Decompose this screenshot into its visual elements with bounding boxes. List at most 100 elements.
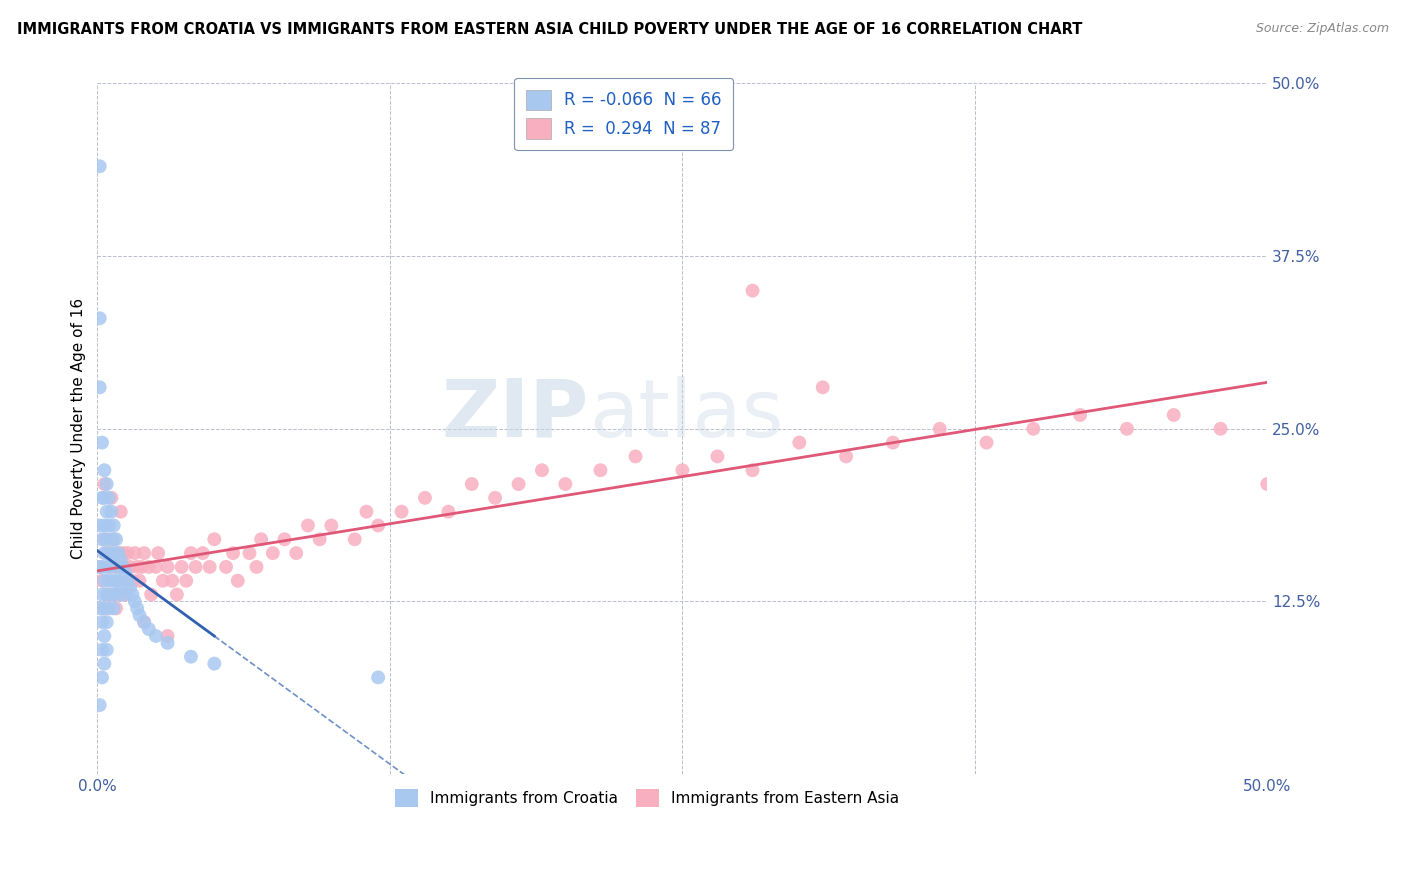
Point xyxy=(811,380,834,394)
Point xyxy=(93,546,115,560)
Point xyxy=(98,491,121,505)
Point xyxy=(91,435,114,450)
Point xyxy=(121,588,143,602)
Point xyxy=(89,311,111,326)
Point xyxy=(91,588,114,602)
Point xyxy=(93,601,115,615)
Point xyxy=(100,505,122,519)
Point xyxy=(437,505,460,519)
Point xyxy=(160,574,183,588)
Point xyxy=(484,491,506,505)
Point xyxy=(285,546,308,560)
Point xyxy=(245,560,267,574)
Point xyxy=(98,574,121,588)
Point xyxy=(114,560,136,574)
Point xyxy=(103,601,125,615)
Point xyxy=(134,546,156,560)
Point xyxy=(202,657,225,671)
Point xyxy=(882,435,904,450)
Point xyxy=(273,533,295,547)
Point xyxy=(114,566,136,581)
Point xyxy=(110,560,132,574)
Point xyxy=(156,636,179,650)
Point xyxy=(105,560,128,574)
Point xyxy=(103,588,125,602)
Text: atlas: atlas xyxy=(589,376,783,454)
Point xyxy=(156,560,179,574)
Point xyxy=(96,615,118,630)
Point xyxy=(91,533,114,547)
Point xyxy=(589,463,612,477)
Point xyxy=(110,505,132,519)
Point xyxy=(103,546,125,560)
Point xyxy=(89,380,111,394)
Point xyxy=(105,533,128,547)
Point xyxy=(93,518,115,533)
Point xyxy=(117,546,139,560)
Point xyxy=(789,435,811,450)
Point xyxy=(93,491,115,505)
Point xyxy=(343,533,366,547)
Point xyxy=(1116,422,1139,436)
Point xyxy=(93,463,115,477)
Point xyxy=(91,670,114,684)
Point xyxy=(461,477,484,491)
Point xyxy=(100,546,122,560)
Point xyxy=(184,560,207,574)
Point xyxy=(124,546,146,560)
Point xyxy=(202,533,225,547)
Point xyxy=(250,533,273,547)
Point xyxy=(93,477,115,491)
Point xyxy=(148,546,170,560)
Point xyxy=(215,560,238,574)
Point xyxy=(174,574,197,588)
Point xyxy=(131,560,153,574)
Point xyxy=(105,560,128,574)
Point xyxy=(112,588,135,602)
Point xyxy=(96,477,118,491)
Point xyxy=(91,491,114,505)
Point xyxy=(91,560,114,574)
Point xyxy=(741,463,763,477)
Point xyxy=(152,574,174,588)
Point xyxy=(98,601,121,615)
Point xyxy=(91,642,114,657)
Point xyxy=(110,588,132,602)
Point xyxy=(321,518,343,533)
Point xyxy=(100,588,122,602)
Point xyxy=(166,588,188,602)
Point xyxy=(98,588,121,602)
Point xyxy=(96,505,118,519)
Point xyxy=(100,491,122,505)
Point xyxy=(145,560,167,574)
Point xyxy=(141,588,163,602)
Point xyxy=(89,560,111,574)
Point xyxy=(103,518,125,533)
Point xyxy=(98,546,121,560)
Point xyxy=(1163,408,1185,422)
Point xyxy=(124,594,146,608)
Point xyxy=(741,284,763,298)
Point xyxy=(1256,477,1278,491)
Point xyxy=(127,560,149,574)
Point xyxy=(93,629,115,643)
Point xyxy=(117,574,139,588)
Point xyxy=(96,546,118,560)
Point xyxy=(120,581,142,595)
Point xyxy=(391,505,413,519)
Legend: Immigrants from Croatia, Immigrants from Eastern Asia: Immigrants from Croatia, Immigrants from… xyxy=(387,780,907,814)
Point xyxy=(89,159,111,173)
Point xyxy=(107,546,129,560)
Point xyxy=(624,450,647,464)
Point xyxy=(170,560,193,574)
Point xyxy=(238,546,260,560)
Point xyxy=(89,560,111,574)
Point xyxy=(121,574,143,588)
Point xyxy=(367,670,389,684)
Point xyxy=(367,518,389,533)
Point xyxy=(138,622,160,636)
Point xyxy=(114,588,136,602)
Point xyxy=(107,574,129,588)
Point xyxy=(180,649,202,664)
Point xyxy=(96,533,118,547)
